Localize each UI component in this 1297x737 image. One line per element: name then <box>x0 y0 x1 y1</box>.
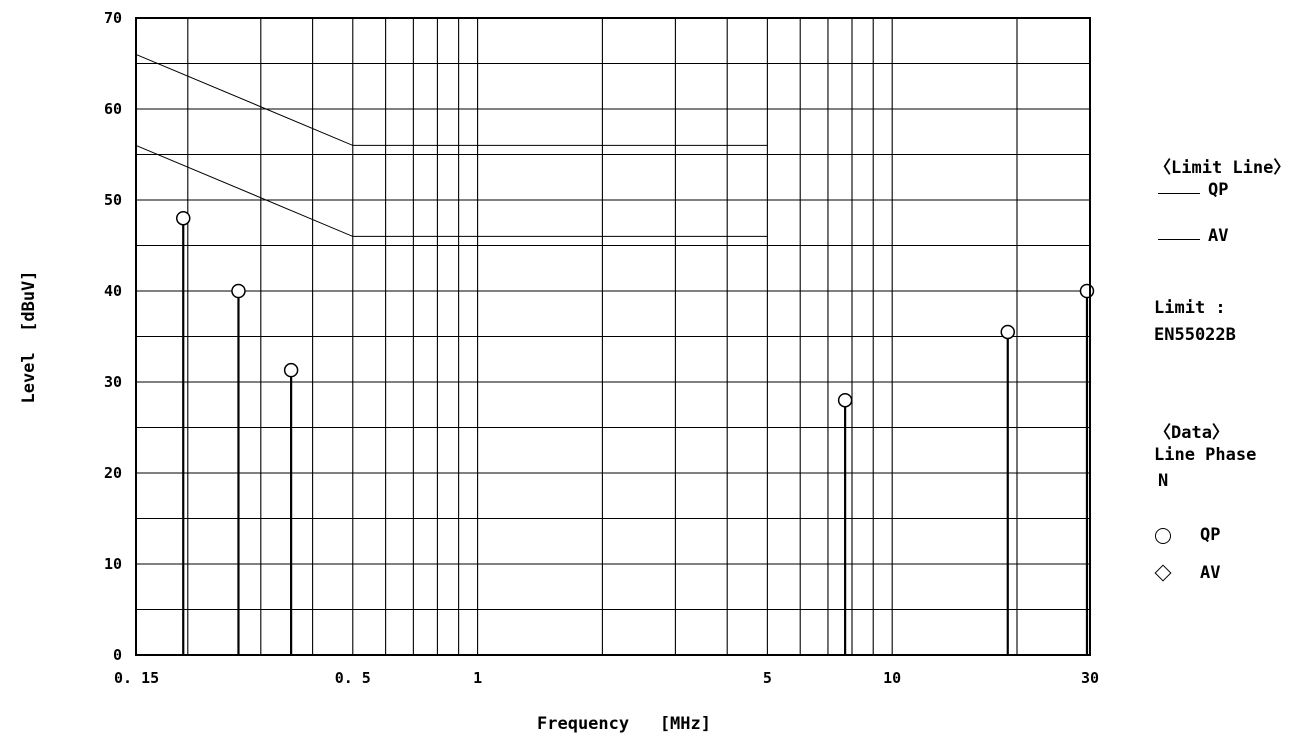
plot-frame <box>135 17 1091 656</box>
legend-phase-value: N <box>1158 471 1169 491</box>
legend-limit-qp-label: QP <box>1208 180 1229 200</box>
qp-data-point <box>231 283 246 299</box>
qp-data-point <box>837 392 853 408</box>
legend-data-qp-label: QP <box>1200 525 1221 545</box>
legend-limit-av-label: AV <box>1208 226 1229 246</box>
grid <box>136 18 1090 655</box>
y-tick-label: 40 <box>104 282 122 300</box>
qp-data-point <box>1000 324 1016 340</box>
legend-data-header: 〈Data〉 <box>1154 423 1229 443</box>
legend-qp-limit-line <box>1158 193 1200 194</box>
x-tick-label: 0. 15 <box>114 669 159 687</box>
legend-limit-label: Limit : <box>1154 298 1226 318</box>
qp-circle-icon <box>1155 528 1171 544</box>
limit-line-qp <box>135 53 768 146</box>
y-axis-ticks: 0 10 20 30 40 50 60 70 <box>104 9 122 664</box>
qp-data-point <box>175 210 191 226</box>
y-tick-label: 70 <box>104 9 122 27</box>
y-axis-title: Level [dBuV] <box>19 270 39 403</box>
y-tick-label: 20 <box>104 464 122 482</box>
y-tick-label: 60 <box>104 100 122 118</box>
x-tick-label: 5 <box>763 669 772 687</box>
x-tick-label: 1 <box>473 669 482 687</box>
plot-border <box>135 17 1091 656</box>
x-axis-ticks: 0. 15 0. 5 1 5 10 30 <box>114 669 1099 687</box>
x-tick-label: 0. 5 <box>335 669 371 687</box>
legend: 〈Limit Line〉 QP AV Limit : EN55022B 〈Dat… <box>1148 0 1293 737</box>
av-diamond-icon <box>1154 564 1172 582</box>
y-tick-label: 0 <box>113 646 122 664</box>
x-axis-title: Frequency [MHz] <box>537 714 711 734</box>
legend-limit-standard: EN55022B <box>1154 325 1236 345</box>
y-tick-label: 30 <box>104 373 122 391</box>
legend-data-av-label: AV <box>1200 563 1221 583</box>
y-tick-label: 10 <box>104 555 122 573</box>
legend-line-phase-label: Line Phase <box>1154 445 1257 465</box>
y-tick-label: 50 <box>104 191 122 209</box>
qp-data-point <box>283 362 299 378</box>
qp-data-point <box>1079 283 1095 299</box>
limit-line-av <box>135 144 768 237</box>
x-tick-label: 10 <box>883 669 901 687</box>
x-tick-label: 30 <box>1081 669 1099 687</box>
data-points <box>175 210 1095 655</box>
limit-lines <box>135 53 768 237</box>
legend-limit-header: 〈Limit Line〉 <box>1154 158 1291 178</box>
legend-av-limit-line <box>1158 239 1200 240</box>
emission-chart: 0. 15 0. 5 1 5 10 30 0 10 20 30 40 50 60 70 Frequenc… <box>19 9 1099 734</box>
